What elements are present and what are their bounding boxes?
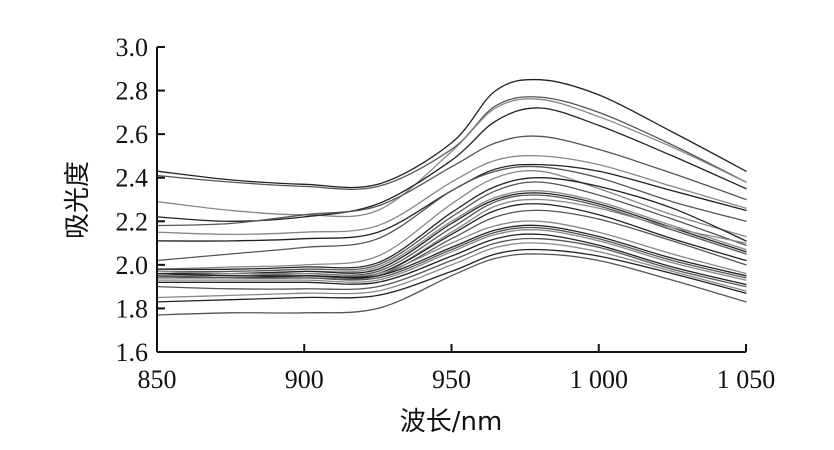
x-tick-label: 950 (432, 365, 471, 394)
spectrum-line-10 (156, 177, 747, 271)
spectrum-line-5 (156, 135, 747, 227)
y-tick-label: 2.8 (116, 77, 149, 106)
x-tick-label: 1 050 (717, 365, 776, 394)
spectrum-line-20 (156, 226, 747, 281)
spectrum-line-3 (156, 98, 747, 218)
series-layer (156, 78, 747, 316)
spectrum-line-21 (156, 229, 747, 283)
x-tick-label: 900 (285, 365, 324, 394)
spectrum-line-26 (156, 253, 747, 316)
axes-layer (156, 47, 746, 353)
y-tick-label: 1.6 (116, 338, 149, 367)
ticks-layer: 850 900 950 1 000 1 050 1.6 1.8 2.0 2.2 2.4 2.6 2.8… (116, 33, 776, 394)
x-axis-title: 波长/nm (400, 407, 503, 437)
spectrum-line-9 (156, 170, 747, 270)
y-tick-label: 2.6 (116, 120, 149, 149)
spectrum-line-14 (156, 194, 747, 277)
y-tick-label: 3.0 (116, 33, 149, 62)
spectrum-line-22 (156, 233, 747, 286)
y-tick-label: 2.2 (116, 207, 149, 236)
x-tick-label: 1 000 (570, 365, 629, 394)
y-axis-title: 吸光度 (63, 161, 93, 239)
spectrum-line-11 (156, 181, 747, 273)
spectrum-line-1 (156, 78, 747, 189)
spectrum-line-6 (156, 155, 747, 236)
spectrum-line-19 (156, 224, 747, 279)
spectrum-line-24 (156, 242, 747, 299)
spectrum-line-23 (156, 237, 747, 291)
y-tick-label: 2.4 (116, 164, 149, 193)
y-tick-label: 2.0 (116, 251, 149, 280)
spectrum-line-13 (156, 192, 747, 275)
x-tick-label: 850 (138, 365, 177, 394)
spectrum-line-8 (156, 165, 747, 262)
spectrum-line-18 (156, 220, 747, 277)
y-tick-label: 1.8 (116, 294, 149, 323)
spectrum-line-16 (156, 203, 747, 279)
spectrum-line-25 (156, 248, 747, 303)
